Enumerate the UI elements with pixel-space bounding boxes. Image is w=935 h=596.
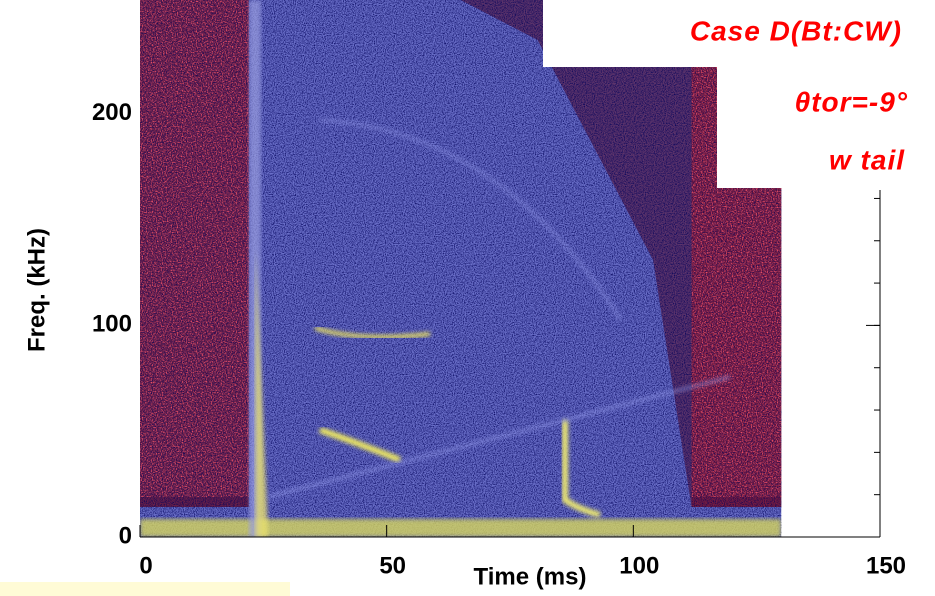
- x-axis-label: Time (ms): [474, 563, 587, 590]
- chirp: [319, 427, 402, 463]
- y-tick-label: 100: [92, 311, 132, 338]
- x-tick-label: 150: [866, 552, 906, 579]
- streak: [267, 375, 731, 499]
- x-tick-label: 100: [619, 552, 659, 579]
- axes: 0 50 100 150 0 100 200: [92, 99, 906, 579]
- streak: [319, 118, 623, 321]
- annotation: w tail: [829, 144, 905, 175]
- chirp: [562, 420, 601, 518]
- y-tick-label: 0: [119, 522, 132, 549]
- red-speckle: [140, 0, 250, 497]
- y-axis-label: Freq. (kHz): [23, 228, 50, 352]
- low-freq-band: [140, 519, 782, 537]
- annotation: θtor=-9°: [795, 86, 908, 117]
- y-tick-label: 200: [92, 99, 132, 126]
- annotation: Case D(Bt:CW): [690, 15, 902, 46]
- status-strip: [0, 582, 290, 596]
- x-tick-label: 50: [379, 552, 406, 579]
- spectrogram-image: [140, 0, 782, 537]
- chirp: [314, 326, 431, 339]
- annotation-box: [717, 67, 935, 188]
- annotation-box: [543, 0, 935, 67]
- burst: [255, 250, 269, 537]
- x-tick-label: 0: [139, 552, 152, 579]
